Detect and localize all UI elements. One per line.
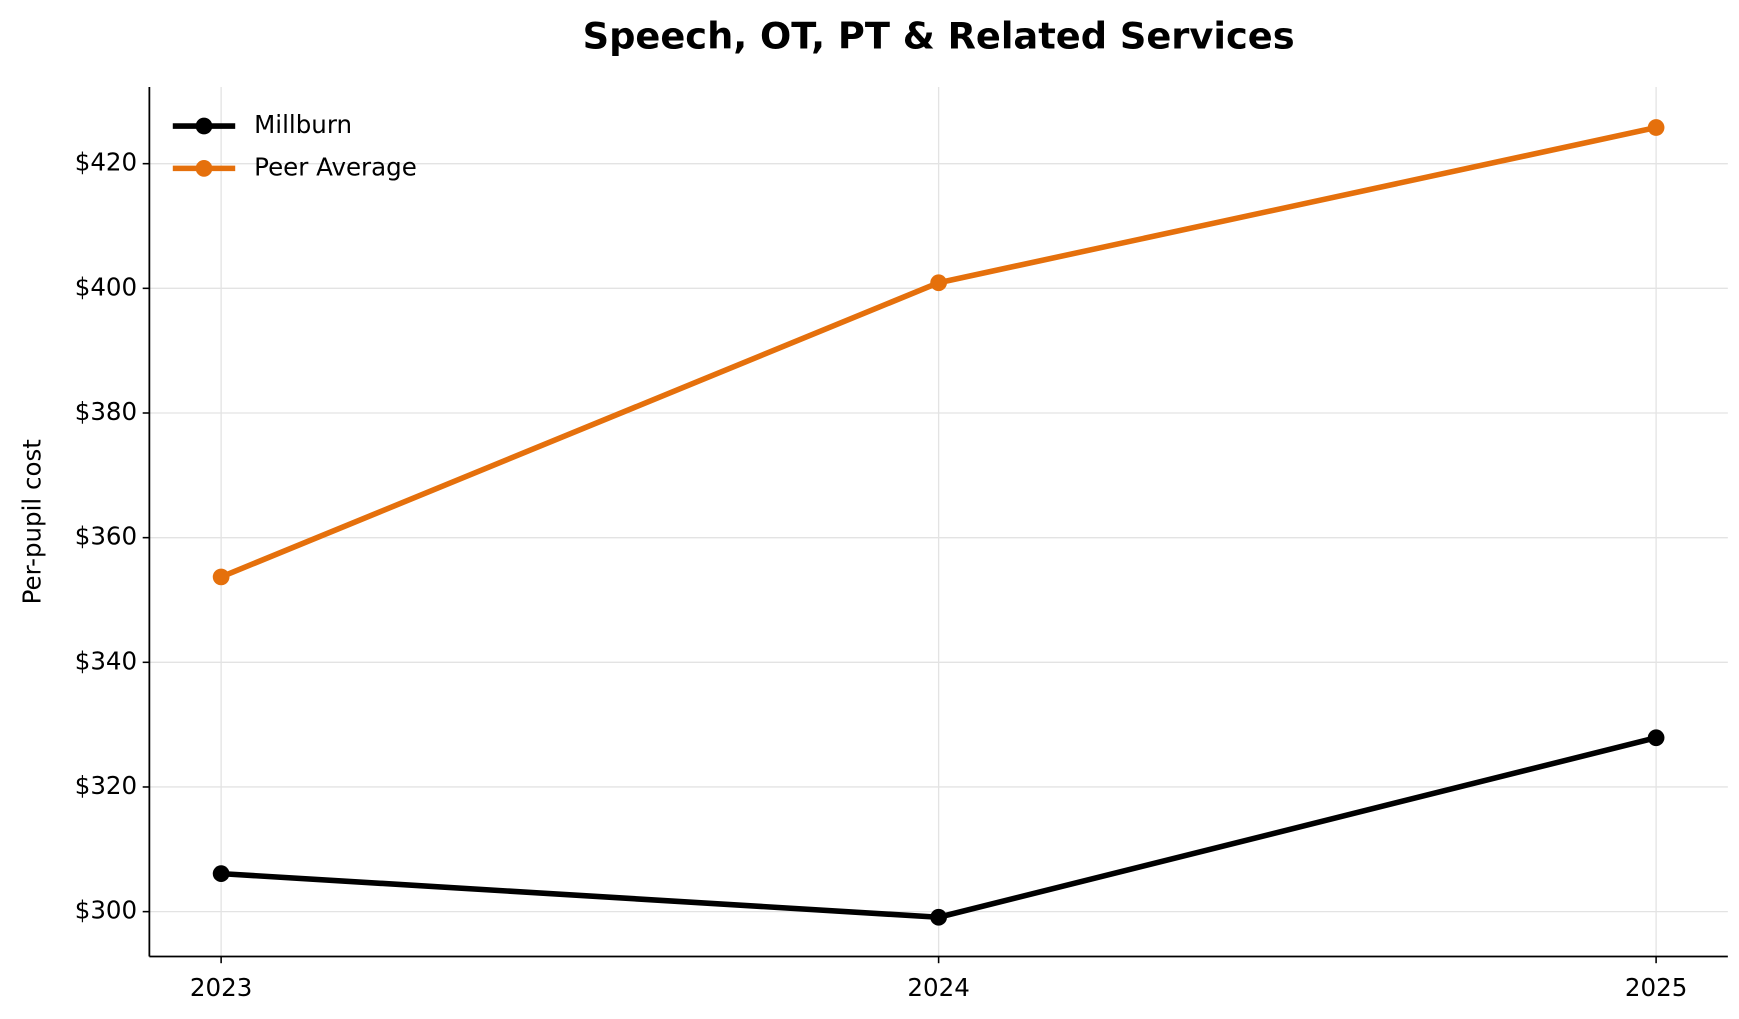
- chart-title: Speech, OT, PT & Related Services: [583, 14, 1295, 57]
- x-tick-label: 2024: [907, 973, 969, 1002]
- point: [1647, 729, 1665, 747]
- plot-area: [212, 119, 1665, 926]
- legend-label: Peer Average: [254, 152, 417, 181]
- legend-marker: [195, 160, 213, 177]
- y-tick-label: $380: [75, 397, 137, 426]
- point: [212, 568, 230, 586]
- legend: Millburn Peer Average: [172, 110, 417, 181]
- y-axis-label: Per-pupil cost: [17, 439, 46, 605]
- point: [930, 274, 947, 292]
- legend-label: Millburn: [254, 110, 352, 139]
- point: [930, 908, 947, 926]
- x-tick-label: 2023: [190, 973, 252, 1002]
- x-tick-label: 2025: [1625, 973, 1687, 1002]
- y-tick-label: $360: [75, 522, 137, 551]
- point: [212, 865, 230, 882]
- y-tick-label: $420: [75, 148, 137, 177]
- grid: [149, 87, 1728, 957]
- legend-marker: [195, 117, 213, 135]
- y-tick-label: $320: [75, 771, 137, 800]
- y-tick-label: $300: [75, 896, 137, 925]
- point: [1647, 119, 1665, 136]
- y-tick-label: $400: [75, 272, 137, 301]
- y-tick-label: $340: [75, 646, 137, 675]
